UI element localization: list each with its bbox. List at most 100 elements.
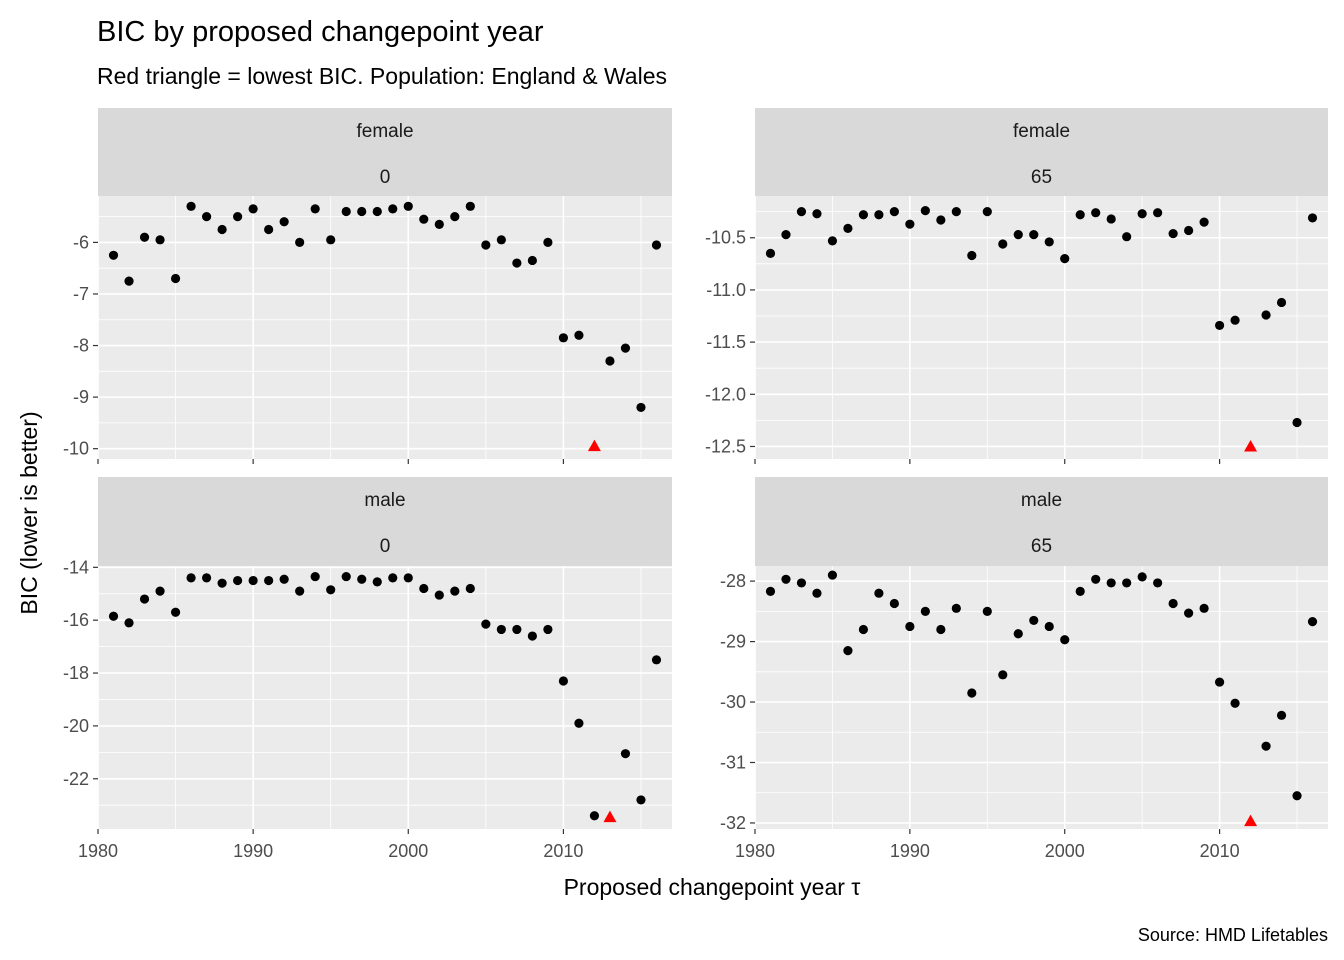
x-tick-label: 1980	[735, 841, 775, 861]
y-tick-label: -31	[720, 752, 746, 772]
data-point	[1091, 574, 1101, 584]
data-point	[388, 204, 398, 214]
data-point	[155, 586, 165, 596]
y-tick-label: -6	[73, 232, 89, 252]
facet-strip	[755, 477, 1328, 566]
data-point	[124, 618, 134, 628]
data-point	[1122, 578, 1132, 588]
data-point	[465, 201, 475, 211]
strip-sex-label: female	[356, 121, 413, 142]
data-point	[1075, 586, 1085, 596]
data-point	[951, 603, 961, 613]
y-tick-label: -28	[720, 571, 746, 591]
data-point	[139, 594, 150, 604]
data-point	[1060, 254, 1070, 264]
data-point	[434, 219, 444, 229]
data-point	[1276, 710, 1287, 720]
data-point	[465, 583, 475, 594]
data-point	[248, 204, 258, 214]
y-axis-title: BIC (lower is better)	[16, 411, 42, 614]
data-point	[1137, 572, 1147, 582]
y-tick-label: -11.5	[706, 332, 746, 352]
data-point	[357, 574, 367, 584]
x-tick-label: 2010	[543, 841, 583, 861]
data-point	[812, 588, 822, 598]
y-tick-label: -10.5	[705, 228, 746, 248]
y-tick-label: -29	[720, 632, 746, 652]
y-tick-label: -32	[720, 813, 746, 833]
data-point	[341, 571, 351, 582]
y-tick-label: -10	[63, 439, 89, 459]
data-point	[264, 224, 274, 235]
data-point	[201, 573, 212, 583]
facet-strip	[98, 477, 672, 566]
facet-panel: male 65 -32 -31 -30 -29 -28 1980 1990 2000 2010	[720, 477, 1328, 861]
panel-background	[755, 196, 1328, 459]
data-point	[920, 606, 930, 616]
data-point	[512, 258, 522, 268]
data-point	[310, 204, 320, 214]
data-point	[434, 590, 444, 600]
data-point	[1153, 208, 1163, 218]
data-point	[1044, 237, 1054, 247]
data-point	[1214, 677, 1225, 687]
data-point	[781, 574, 791, 584]
data-point	[1307, 617, 1318, 627]
data-point	[651, 240, 662, 250]
data-point	[372, 206, 382, 217]
data-point	[1168, 598, 1178, 609]
facet-panel: male 0 -22 -20 -18 -16 -14 1980 1990 2000 2010	[63, 477, 672, 861]
data-point	[636, 402, 646, 413]
data-point	[858, 624, 869, 635]
x-tick-label: 1980	[78, 841, 118, 861]
data-point	[796, 578, 807, 588]
data-point	[936, 624, 946, 635]
x-tick-label: 1990	[233, 841, 273, 861]
data-point	[1013, 230, 1023, 240]
data-point	[1106, 578, 1116, 588]
data-point	[170, 607, 181, 617]
y-tick-label: -18	[63, 663, 89, 683]
data-point	[605, 356, 615, 366]
x-axis-title: Proposed changepoint year τ	[564, 874, 861, 900]
data-point	[295, 586, 305, 596]
data-point	[217, 224, 227, 235]
data-point	[858, 210, 869, 220]
data-point	[558, 676, 569, 686]
data-point	[403, 573, 413, 583]
data-point	[295, 237, 305, 248]
data-point	[108, 611, 119, 621]
data-point	[201, 212, 212, 222]
data-point	[967, 688, 977, 698]
data-point	[651, 655, 662, 665]
data-point	[920, 206, 930, 216]
chart-title: BIC by proposed changepoint year	[97, 16, 544, 48]
data-point	[889, 207, 899, 217]
data-point	[827, 236, 838, 246]
strip-sex-label: female	[1013, 121, 1070, 142]
strip-age-label: 65	[1031, 167, 1052, 188]
data-point	[217, 578, 227, 588]
data-point	[248, 575, 258, 586]
y-tick-label: -22	[63, 769, 89, 789]
data-point	[1168, 228, 1178, 239]
data-point	[496, 235, 506, 245]
data-point	[874, 210, 884, 220]
data-point	[279, 217, 289, 227]
data-point	[372, 577, 382, 587]
data-point	[403, 201, 413, 211]
y-tick-label: -20	[63, 716, 89, 736]
panel-background	[98, 196, 672, 459]
y-tick-label: -30	[720, 692, 746, 712]
data-point	[512, 624, 522, 635]
data-point	[481, 240, 491, 250]
data-point	[1060, 635, 1070, 645]
data-point	[1137, 209, 1147, 219]
y-tick-label: -16	[63, 610, 89, 630]
data-point	[139, 232, 150, 242]
data-point	[450, 586, 460, 596]
data-point	[796, 207, 807, 217]
data-point	[812, 209, 822, 219]
data-point	[186, 201, 196, 211]
data-point	[843, 646, 853, 656]
